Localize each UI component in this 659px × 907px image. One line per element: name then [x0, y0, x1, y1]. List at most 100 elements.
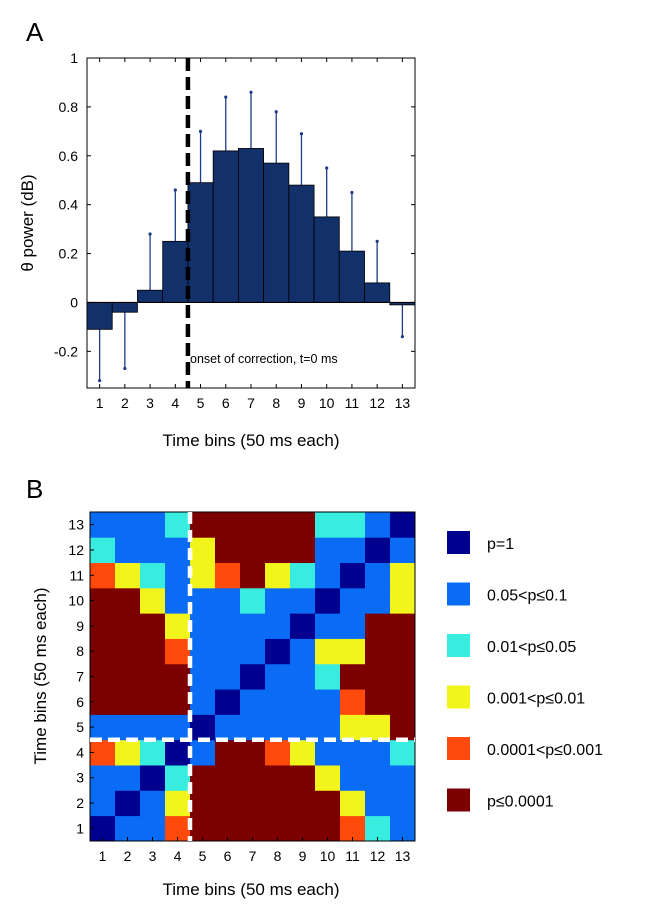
heatmap-cell — [90, 638, 116, 665]
bar — [212, 150, 239, 303]
heatmap-cell — [315, 537, 341, 564]
heatmap-cell — [165, 512, 191, 538]
heatmap-cell — [315, 587, 341, 614]
heatmap-cell — [365, 562, 391, 589]
heatmap-cell — [90, 739, 116, 766]
heatmap-cell — [315, 689, 341, 715]
panel-b-y-axis-title: Time bins (50 ms each) — [31, 588, 50, 765]
heatmap-cell — [240, 587, 266, 614]
x-tick-label: 2 — [124, 848, 132, 864]
heatmap-cell — [315, 638, 341, 665]
x-tick-label: 10 — [320, 848, 336, 864]
panel-b-legend: p=1 0.05<p≤0.1 0.01<p≤0.05 0.001<p≤0.01 0.00… — [447, 531, 603, 812]
y-tick-label: 1 — [70, 50, 78, 66]
legend-swatch — [447, 685, 470, 709]
x-tick-label: 7 — [247, 395, 255, 411]
heatmap-cell — [265, 689, 291, 715]
heatmap-cell — [240, 663, 266, 690]
heatmap-cell — [390, 587, 416, 614]
heatmap-cell — [365, 512, 391, 538]
y-tick-label: 9 — [76, 618, 84, 634]
heatmap-cell — [190, 512, 216, 538]
x-tick-label: 8 — [272, 395, 280, 411]
heatmap-cell — [265, 714, 291, 741]
x-tick-label: 5 — [197, 395, 205, 411]
legend-label: 0.001<p≤0.01 — [487, 691, 585, 708]
x-tick-label: 6 — [222, 395, 230, 411]
heatmap-cell — [90, 613, 116, 639]
heatmap-cell — [265, 790, 291, 817]
heatmap-cell — [290, 613, 316, 639]
error-bar-cap — [224, 95, 228, 99]
panel-b-cells — [90, 512, 416, 842]
panel-a-x-axis-title: Time bins (50 ms each) — [163, 431, 340, 450]
panel-b-x-axis-title: Time bins (50 ms each) — [163, 880, 340, 899]
heatmap-cell — [340, 512, 366, 538]
heatmap-cell — [115, 663, 141, 690]
heatmap-cell — [115, 587, 141, 614]
heatmap-cell — [315, 663, 341, 690]
error-bar-cap — [123, 366, 127, 371]
heatmap-cell — [365, 638, 391, 665]
heatmap-cell — [140, 790, 166, 817]
x-tick-label: 12 — [370, 848, 386, 864]
x-tick-label: 11 — [345, 848, 360, 864]
error-bar-cap — [198, 129, 203, 133]
heatmap-cell — [365, 790, 391, 817]
heatmap-cell — [240, 714, 266, 741]
heatmap-cell — [265, 587, 291, 614]
heatmap-cell — [290, 689, 316, 715]
heatmap-cell — [215, 689, 241, 715]
heatmap-cell — [165, 714, 191, 741]
panel-a-bars — [86, 148, 416, 330]
bar — [237, 148, 265, 303]
heatmap-cell — [265, 765, 291, 791]
y-tick-label: 7 — [76, 669, 84, 685]
heatmap-cell — [240, 537, 266, 564]
heatmap-cell — [340, 765, 366, 791]
heatmap-cell — [215, 613, 241, 639]
heatmap-cell — [340, 663, 366, 690]
y-tick-label: 0.8 — [59, 99, 79, 115]
heatmap-cell — [240, 689, 266, 715]
heatmap-cell — [365, 613, 391, 639]
heatmap-cell — [215, 512, 241, 538]
heatmap-cell — [315, 765, 341, 791]
error-bar-cap — [249, 90, 253, 94]
heatmap-cell — [240, 739, 266, 766]
heatmap-cell — [90, 663, 116, 690]
heatmap-cell — [215, 537, 241, 564]
heatmap-cell — [115, 765, 141, 791]
heatmap-cell — [140, 562, 166, 589]
heatmap-cell — [265, 537, 291, 564]
heatmap-cell — [90, 587, 116, 614]
x-tick-label: 3 — [149, 848, 157, 864]
heatmap-cell — [290, 790, 316, 817]
heatmap-cell — [365, 739, 391, 766]
x-tick-label: 11 — [345, 395, 360, 411]
y-tick-label: 11 — [69, 567, 84, 583]
bar — [364, 282, 391, 303]
heatmap-cell — [265, 512, 291, 538]
panel-a-ticks — [87, 57, 415, 388]
bar — [162, 240, 189, 303]
onset-annotation: onset of correction, t=0 ms — [190, 352, 338, 366]
heatmap-cell — [390, 638, 416, 665]
heatmap-cell — [290, 663, 316, 690]
heatmap-cell — [115, 613, 141, 639]
heatmap-cell — [340, 714, 366, 741]
panel-b-ticks — [90, 524, 403, 841]
legend-swatch — [447, 634, 470, 657]
heatmap-cell — [215, 587, 241, 614]
heatmap-cell — [215, 714, 241, 741]
x-tick-label: 1 — [99, 848, 107, 864]
x-tick-label: 6 — [224, 848, 232, 864]
heatmap-cell — [290, 562, 316, 589]
panel-b-letter: B — [26, 474, 43, 504]
x-tick-label: 12 — [369, 395, 385, 411]
heatmap-cell — [165, 638, 191, 665]
heatmap-cell — [140, 739, 166, 766]
heatmap-cell — [390, 613, 416, 639]
error-bar-cap — [400, 335, 404, 339]
